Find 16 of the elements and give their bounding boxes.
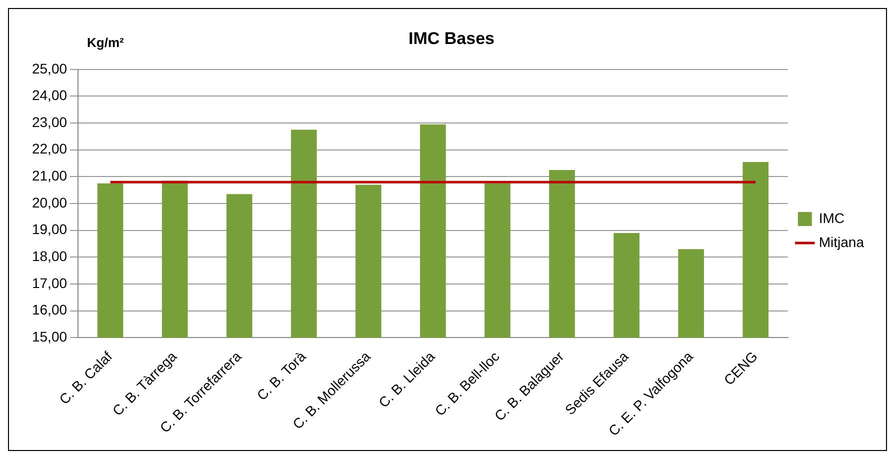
legend-label: Mitjana bbox=[818, 234, 864, 250]
y-tick-label: 17,00 bbox=[32, 274, 68, 291]
y-tick-label: 24,00 bbox=[32, 87, 68, 104]
y-axis-title: Kg/m² bbox=[87, 35, 124, 50]
y-tick-label: 15,00 bbox=[32, 328, 68, 345]
y-tick-label: 23,00 bbox=[32, 114, 68, 130]
y-tick-label: 25,00 bbox=[32, 60, 68, 76]
y-tick-label: 21,00 bbox=[32, 168, 68, 184]
y-tick-label: 20,00 bbox=[32, 194, 68, 210]
y-tick-label: 18,00 bbox=[32, 248, 68, 264]
y-tick-label: 16,00 bbox=[32, 302, 68, 318]
y-tick-label: 22,00 bbox=[32, 140, 68, 157]
y-tick-label: 19,00 bbox=[32, 221, 68, 238]
x-tick-label: C. B. Torà bbox=[254, 348, 309, 404]
chart-title: IMC Bases bbox=[408, 28, 494, 48]
legend-label: IMC bbox=[818, 210, 845, 226]
